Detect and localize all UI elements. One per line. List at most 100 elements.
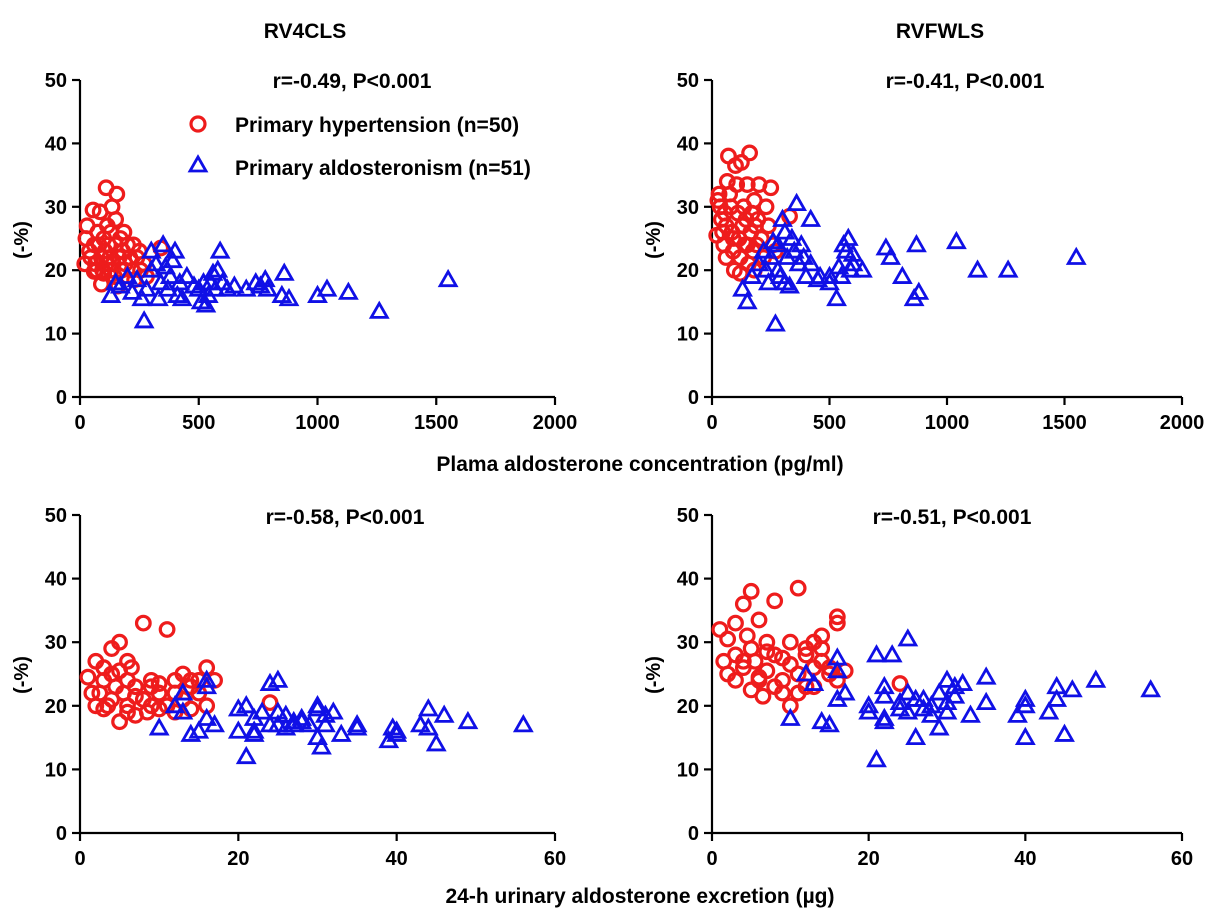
- data-point-primary-aldosteronism: [251, 701, 273, 720]
- data-point-primary-hypertension: [142, 697, 160, 715]
- legend-pa-marker: [187, 154, 209, 173]
- data-point-primary-aldosteronism: [307, 694, 328, 714]
- data-point-primary-aldosteronism: [779, 707, 801, 726]
- data-point-primary-aldosteronism: [109, 275, 131, 294]
- data-point-primary-aldosteronism: [952, 672, 974, 691]
- data-point-primary-hypertension: [732, 154, 750, 171]
- x-axis-label-plasma: Plama aldosterone concentration (pg/ml): [436, 453, 843, 476]
- data-point-primary-hypertension: [158, 621, 176, 638]
- data-point-primary-hypertension: [107, 211, 125, 228]
- data-point-primary-aldosteronism: [223, 275, 245, 294]
- data-point-primary-aldosteronism: [803, 672, 825, 691]
- data-point-primary-hypertension: [828, 608, 846, 626]
- data-point-primary-aldosteronism: [755, 259, 777, 278]
- data-point-primary-hypertension: [84, 201, 102, 219]
- data-point-primary-hypertension: [734, 595, 752, 613]
- data-point-primary-hypertension: [828, 614, 846, 632]
- data-point-primary-aldosteronism: [346, 714, 368, 733]
- data-point-primary-aldosteronism: [227, 720, 249, 739]
- data-point-primary-aldosteronism: [837, 227, 859, 246]
- data-point-primary-aldosteronism: [908, 281, 930, 300]
- x-axis-label-urinary: 24-h urinary aldosterone excretion (µg): [445, 885, 834, 908]
- data-point-primary-hypertension: [108, 185, 126, 203]
- data-point-primary-hypertension: [134, 614, 152, 632]
- data-point-primary-aldosteronism: [425, 733, 447, 752]
- y-tick-label: 20: [677, 260, 699, 282]
- data-point-primary-aldosteronism: [1046, 688, 1068, 707]
- data-point-primary-aldosteronism: [960, 704, 981, 723]
- data-point-primary-aldosteronism: [257, 278, 279, 297]
- data-point-primary-aldosteronism: [809, 265, 831, 284]
- y-tick-label: 0: [56, 823, 67, 845]
- data-point-primary-aldosteronism: [736, 291, 758, 310]
- data-point-primary-aldosteronism: [897, 701, 919, 720]
- data-point-primary-aldosteronism: [188, 720, 210, 739]
- data-point-primary-aldosteronism: [512, 714, 534, 733]
- data-point-primary-aldosteronism: [437, 268, 459, 288]
- data-point-primary-aldosteronism: [997, 259, 1019, 278]
- data-point-primary-aldosteronism: [866, 644, 887, 663]
- data-point-primary-aldosteronism: [330, 723, 352, 742]
- y-tick-label: 0: [56, 387, 67, 409]
- data-point-primary-aldosteronism: [944, 675, 966, 695]
- data-point-primary-aldosteronism: [889, 698, 911, 717]
- legend-pa-label: Primary aldosteronism (n=51): [235, 157, 531, 180]
- data-point-primary-aldosteronism: [906, 234, 927, 253]
- data-point-primary-aldosteronism: [195, 294, 217, 313]
- data-point-primary-aldosteronism: [131, 287, 153, 307]
- y-tick-label: 40: [677, 133, 699, 155]
- data-point-primary-aldosteronism: [196, 669, 218, 688]
- data-point-primary-hypertension: [728, 176, 746, 194]
- y-tick-label: 30: [677, 197, 699, 219]
- data-point-primary-aldosteronism: [765, 313, 786, 332]
- data-point-primary-hypertension: [142, 678, 160, 696]
- data-point-primary-hypertension: [762, 179, 780, 197]
- data-point-primary-aldosteronism: [873, 685, 895, 704]
- correlation-stat: r=-0.51, P<0.001: [873, 506, 1032, 529]
- y-tick-label: 20: [677, 696, 699, 718]
- correlation-stat: r=-0.49, P<0.001: [273, 70, 432, 93]
- data-point-primary-hypertension: [789, 684, 807, 702]
- x-tick-label: 1500: [1042, 412, 1087, 434]
- y-tick-label: 30: [45, 197, 67, 219]
- data-point-primary-aldosteronism: [889, 691, 911, 711]
- x-tick-label: 1500: [414, 412, 459, 434]
- data-point-primary-hypertension: [758, 643, 776, 661]
- data-point-primary-aldosteronism: [410, 714, 431, 733]
- data-point-primary-hypertension: [103, 665, 121, 683]
- data-point-primary-hypertension: [142, 671, 160, 689]
- data-point-primary-aldosteronism: [100, 284, 122, 303]
- x-tick-label: 20: [858, 848, 880, 870]
- legend-ph-marker: [189, 115, 207, 133]
- data-point-primary-aldosteronism: [126, 268, 148, 288]
- data-point-primary-aldosteronism: [259, 714, 281, 733]
- data-point-primary-aldosteronism: [920, 694, 942, 714]
- x-tick-label: 60: [1171, 848, 1193, 870]
- data-point-primary-hypertension: [85, 263, 103, 280]
- data-point-primary-aldosteronism: [315, 714, 336, 733]
- data-point-primary-aldosteronism: [928, 717, 950, 736]
- data-point-primary-aldosteronism: [283, 710, 305, 730]
- data-point-primary-aldosteronism: [164, 694, 186, 714]
- data-point-primary-hypertension: [742, 582, 760, 600]
- data-point-primary-aldosteronism: [307, 698, 328, 717]
- x-tick-label: 40: [1014, 848, 1036, 870]
- data-point-primary-hypertension: [750, 671, 768, 689]
- data-point-primary-aldosteronism: [147, 287, 169, 307]
- data-point-primary-hypertension: [789, 579, 807, 597]
- y-tick-label: 0: [688, 387, 699, 409]
- data-point-primary-aldosteronism: [975, 691, 997, 711]
- y-tick-label: 30: [45, 632, 67, 654]
- y-tick-label: 30: [677, 632, 699, 654]
- column-title-rv4cls: RV4CLS: [264, 20, 346, 43]
- y-tick-label: 50: [45, 70, 67, 92]
- data-point-primary-aldosteronism: [1007, 704, 1028, 723]
- data-point-primary-aldosteronism: [936, 701, 958, 720]
- x-tick-label: 500: [813, 412, 846, 434]
- y-tick-label: 10: [45, 324, 67, 346]
- y-tick-label: 20: [45, 260, 67, 282]
- data-point-primary-aldosteronism: [227, 698, 249, 717]
- data-point-primary-aldosteronism: [1014, 726, 1036, 745]
- data-point-primary-hypertension: [182, 671, 200, 689]
